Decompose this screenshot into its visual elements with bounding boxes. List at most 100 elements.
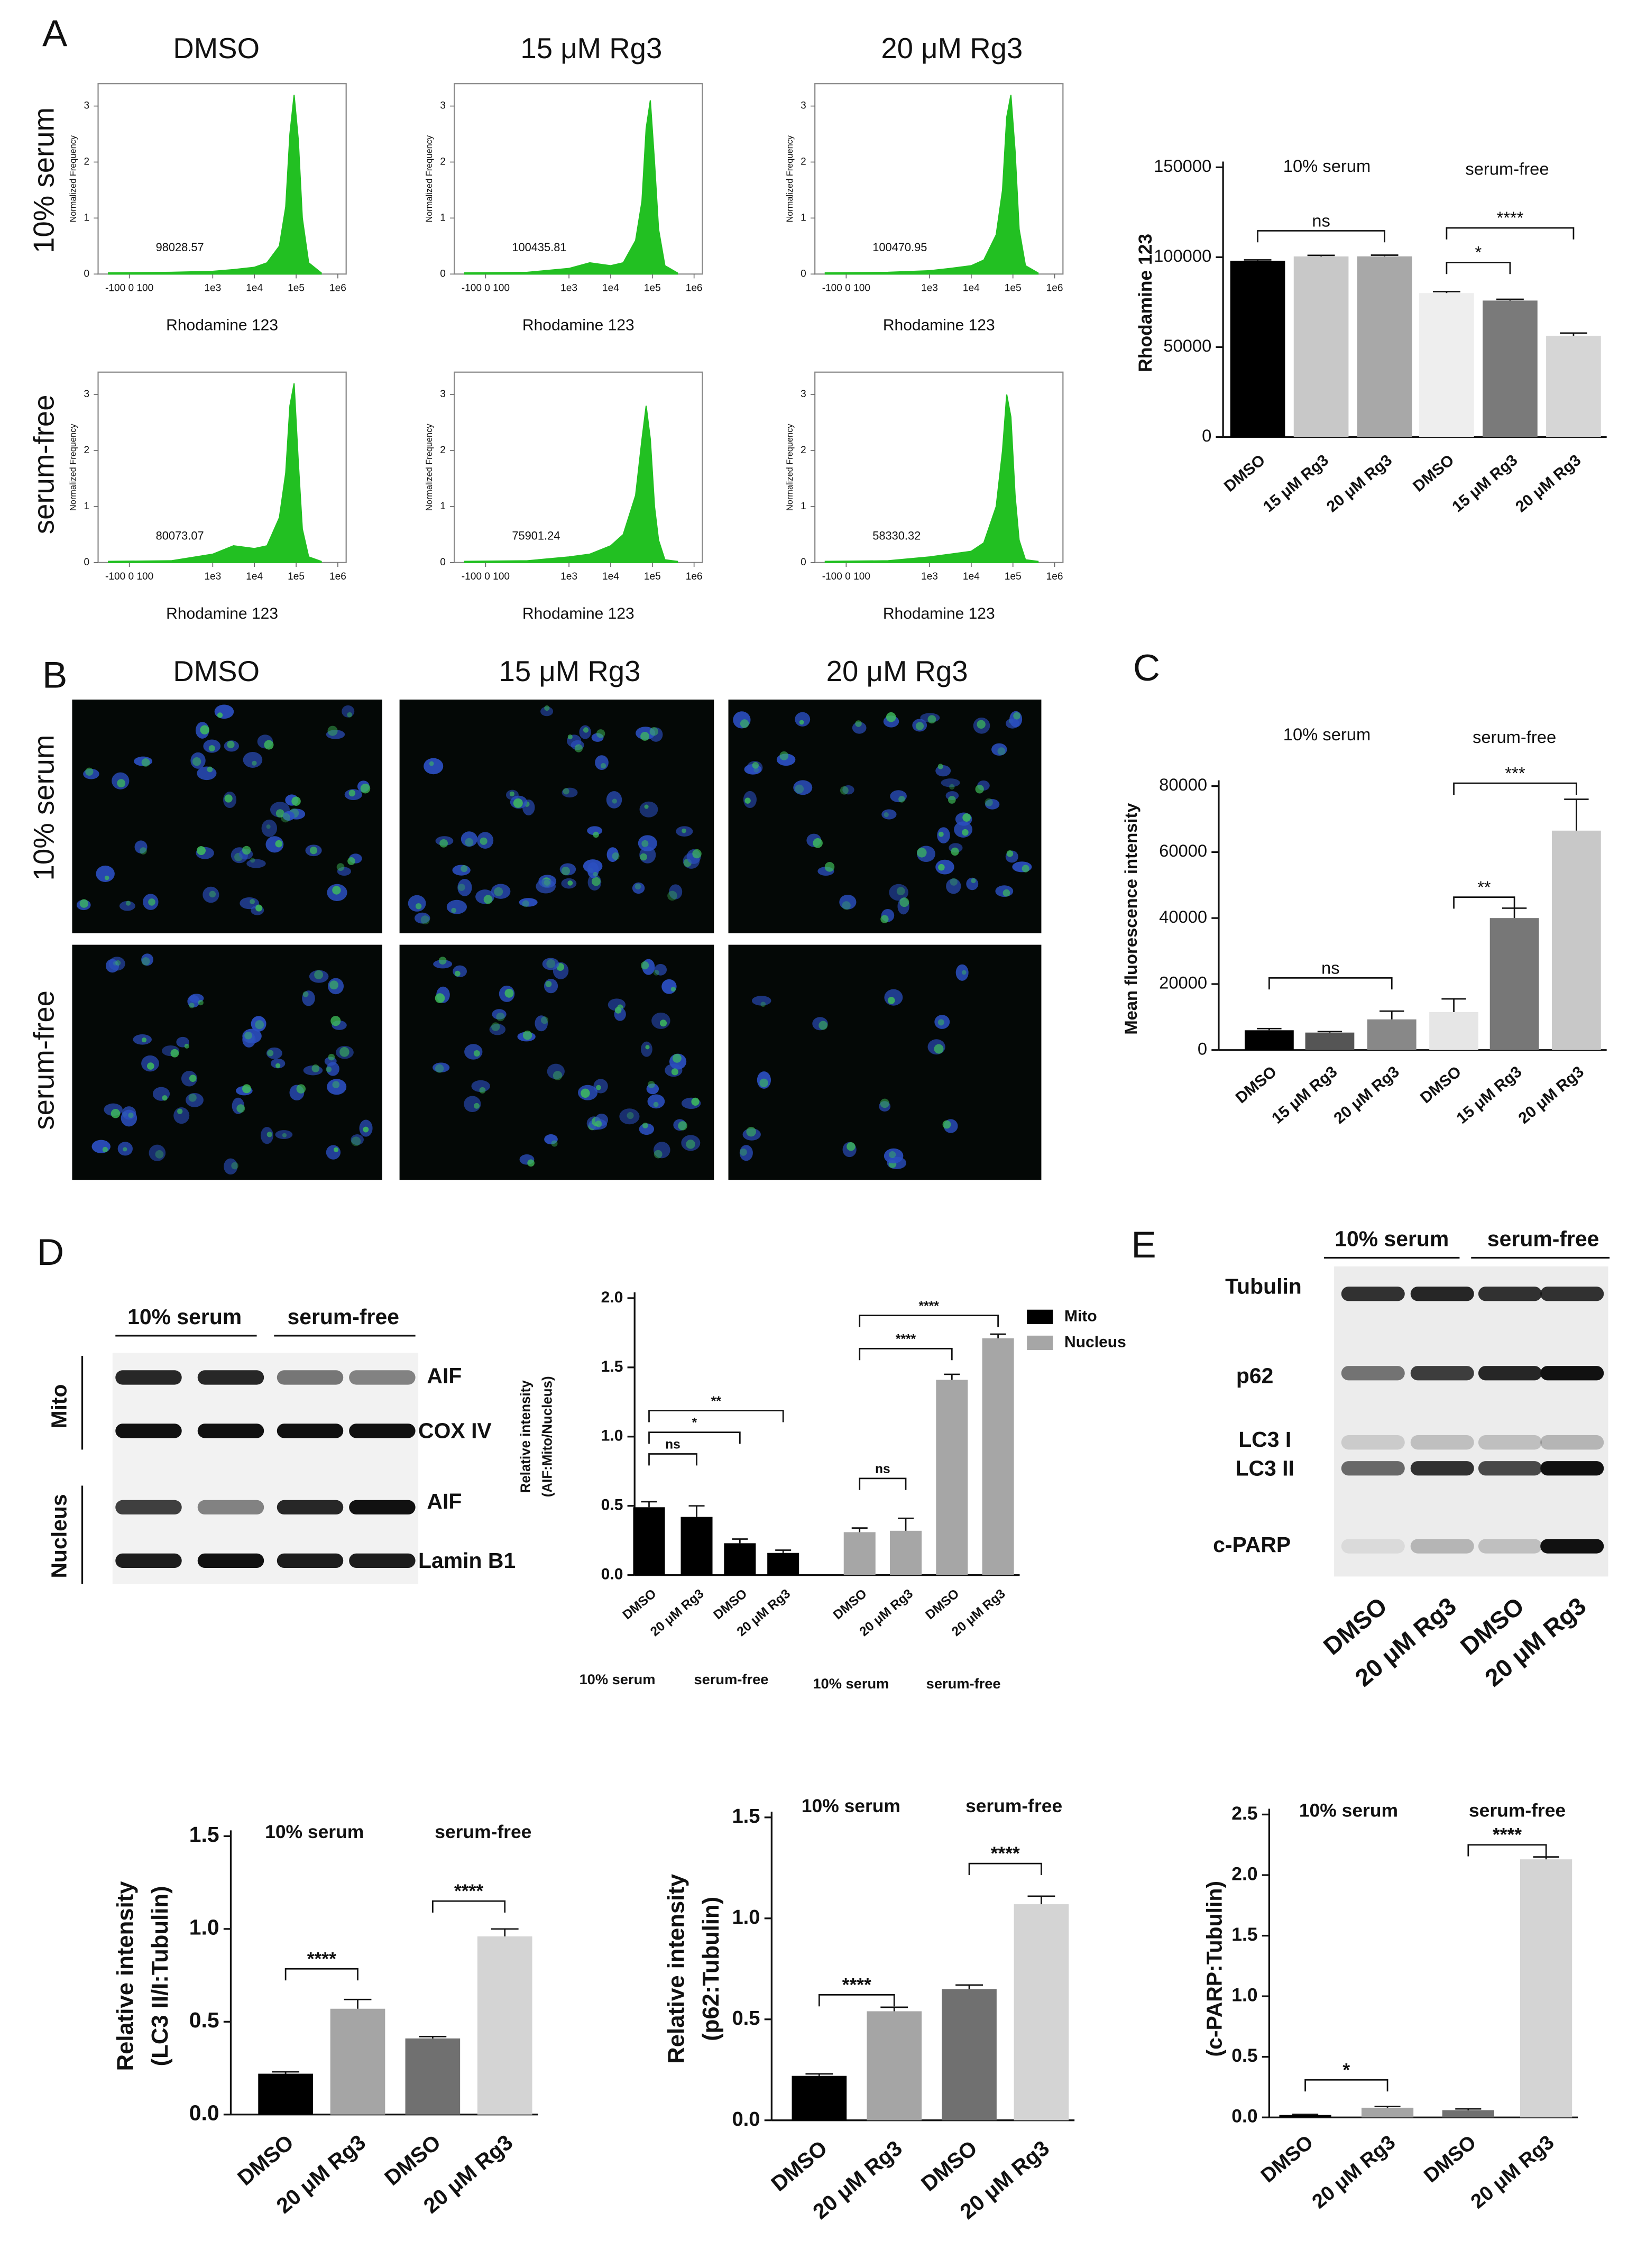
cell-nucleus: [593, 1079, 608, 1094]
mito-signal: [479, 1087, 486, 1094]
mito-signal: [779, 751, 789, 760]
histogram-area: [824, 394, 1039, 563]
bar: [680, 1517, 713, 1575]
significance-bracket: [1304, 2079, 1388, 2092]
x-tick-label: -100 0 100: [105, 283, 153, 294]
band-label: p62: [1236, 1364, 1274, 1388]
mito-signal: [227, 740, 235, 749]
significance-label: **: [711, 1394, 722, 1409]
x-tick-label: 1e3: [204, 571, 221, 582]
column-header: 15 μM Rg3: [520, 32, 662, 65]
mito-signal: [997, 747, 1006, 755]
x-tick-label: 1e5: [288, 571, 305, 582]
x-tick-label: 1e3: [560, 571, 577, 582]
mito-signal: [1022, 865, 1029, 873]
y-tick-label: 0: [801, 557, 806, 568]
mito-signal: [591, 877, 601, 886]
y-tick-label: 1: [440, 212, 446, 223]
significance-bracket: [284, 1968, 358, 1981]
mito-signal: [546, 959, 556, 968]
x-tick-label: 1e5: [288, 283, 305, 294]
mito-signal: [667, 890, 677, 901]
significance-label: ****: [896, 1332, 916, 1346]
mito-signal: [117, 779, 126, 788]
x-tick-label: 1e5: [644, 283, 661, 294]
significance-bracket: [1257, 230, 1385, 243]
mito-signal: [544, 879, 550, 886]
blot-group: 10% serum: [1335, 1227, 1449, 1251]
cell-nucleus: [337, 867, 351, 876]
bar: [477, 1936, 532, 2115]
mito-signal: [962, 829, 969, 836]
blot-band: [1341, 1366, 1405, 1381]
significance-label: ****: [842, 1974, 871, 1995]
significance-bracket: [1453, 782, 1577, 795]
mito-signal: [200, 725, 209, 734]
mito-signal: [141, 1037, 147, 1043]
y-tick-label: 0.5: [732, 2007, 760, 2030]
cell-nucleus: [351, 1134, 364, 1145]
mito-signal: [123, 1147, 127, 1152]
blot-group: serum-free: [1487, 1227, 1599, 1251]
mito-signal: [104, 875, 109, 880]
mito-signal: [474, 1103, 480, 1109]
cell-nucleus: [639, 801, 658, 818]
blot-band: [1478, 1287, 1542, 1301]
mito-signal: [744, 797, 751, 804]
mito-signal: [813, 838, 823, 848]
cell-nucleus: [793, 780, 813, 795]
blot-band: [1478, 1435, 1542, 1450]
panel-label: D: [37, 1232, 64, 1273]
cell-nucleus: [424, 758, 444, 775]
mito-signal: [491, 1022, 500, 1031]
cell-nucleus: [519, 898, 538, 907]
y-tick-label: 1.0: [189, 1915, 219, 1940]
significance-label: ns: [875, 1462, 890, 1476]
band-label: c-PARP: [1213, 1532, 1291, 1557]
blot-band: [1540, 1366, 1604, 1381]
panel-label: B: [42, 655, 67, 696]
mito-signal: [985, 798, 993, 807]
cell-nucleus: [587, 826, 603, 835]
x-tick-label: 1e4: [602, 283, 619, 294]
y-tick-label: 50000: [1163, 336, 1211, 355]
blot-band: [1341, 1539, 1405, 1554]
mito-signal: [327, 726, 338, 736]
significance-bracket: [648, 1453, 697, 1466]
mito-signal: [654, 1150, 663, 1159]
cell-nucleus: [181, 1071, 197, 1087]
blot-band: [277, 1370, 344, 1385]
y-tick-label: 100000: [1154, 246, 1211, 265]
cell-nucleus: [632, 882, 645, 894]
mito-signal: [927, 715, 936, 724]
significance-bracket: [431, 1900, 506, 1913]
cell-nucleus: [414, 912, 430, 924]
cell-nucleus: [653, 1142, 670, 1159]
blot-band: [349, 1553, 416, 1568]
y-tick-label: 1.5: [601, 1358, 623, 1375]
blot-band: [115, 1424, 182, 1438]
blot-band: [1341, 1287, 1405, 1301]
mito-signal: [1003, 889, 1010, 897]
cell-nucleus: [536, 879, 556, 894]
mito-signal: [250, 899, 255, 904]
mito-signal: [184, 1043, 189, 1049]
mito-signal: [648, 1081, 655, 1088]
x-tick-label: 1e3: [921, 283, 938, 294]
bar: [792, 2076, 847, 2120]
y-axis-label: Normalized Frequency: [785, 424, 795, 511]
blot-band: [1410, 1435, 1474, 1450]
cell-nucleus: [326, 1145, 341, 1160]
mito-signal: [275, 840, 283, 848]
mito-signal: [799, 720, 804, 725]
x-tick-label: 1e4: [963, 283, 980, 294]
mito-signal: [951, 847, 959, 856]
mito-signal: [659, 1020, 667, 1027]
band-label: COX IV: [418, 1418, 492, 1443]
mito-signal: [898, 796, 905, 803]
mito-signal: [971, 878, 976, 884]
group-label: serum-free: [435, 1821, 531, 1842]
x-tick-label: 1e4: [963, 571, 980, 582]
cell-nucleus: [991, 743, 1007, 756]
mito-signal: [336, 863, 345, 871]
